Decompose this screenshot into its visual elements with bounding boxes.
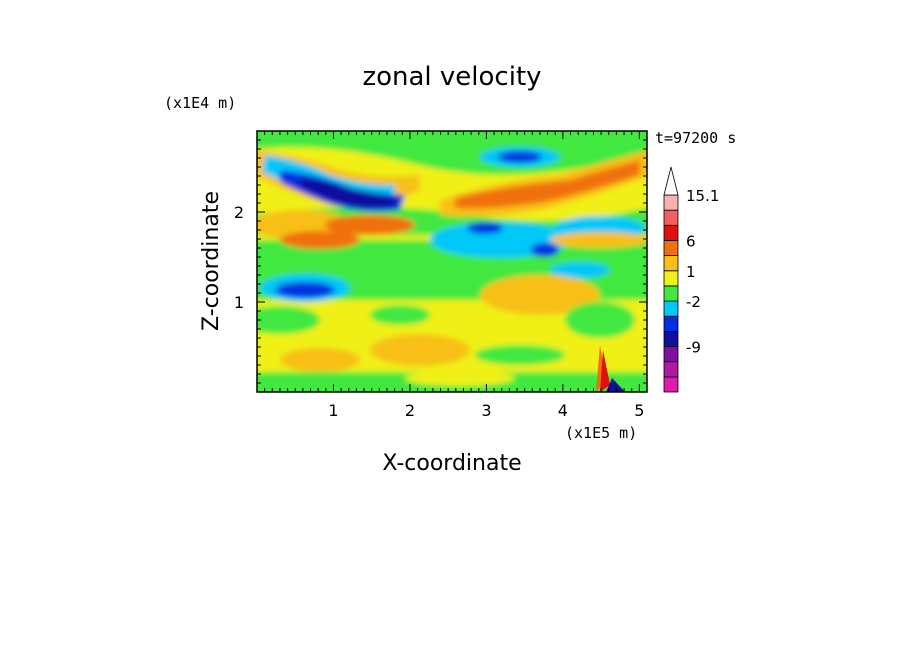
x-axis-label: X-coordinate [382, 451, 521, 476]
velocity-field [257, 131, 647, 392]
x-tick-label: 4 [558, 401, 568, 420]
colorbar-swatch [663, 346, 679, 363]
tick-labels: 1 2 3 4 5 1 2 [234, 203, 645, 420]
colorbar-swatch [663, 361, 679, 378]
y-unit-label: (x1E4 m) [164, 94, 236, 112]
chart-title: zonal velocity [362, 62, 541, 92]
plot-frame [256, 130, 648, 393]
x-tick-label: 2 [405, 401, 415, 420]
colorbar-label: 6 [686, 232, 696, 250]
y-axis-label: Z-coordinate [199, 191, 224, 331]
colorbar-swatch [663, 315, 679, 332]
colorbar-swatch [663, 209, 679, 226]
colorbar-swatch [663, 330, 679, 347]
colorbar-swatch [663, 300, 679, 317]
colorbar-swatch [663, 194, 679, 211]
y-tick-label: 1 [234, 293, 244, 312]
colorbar-overflow-arrow [663, 166, 679, 196]
colorbar-label: -2 [686, 293, 701, 311]
colorbar-swatch [663, 270, 679, 287]
x-unit-label: (x1E5 m) [565, 424, 637, 442]
axis-ticks [257, 131, 648, 392]
x-tick-label: 1 [328, 401, 338, 420]
colorbar-swatch [663, 376, 679, 393]
colorbar-label: 15.1 [686, 187, 719, 205]
y-tick-label: 2 [234, 203, 244, 222]
colorbar: -9 -2 1 6 15.1 [663, 166, 719, 393]
colorbar-label: 1 [686, 263, 696, 281]
colorbar-label: -9 [686, 339, 701, 357]
time-label: t=97200 s [655, 129, 736, 147]
x-tick-label: 5 [634, 401, 644, 420]
colorbar-swatch [663, 240, 679, 257]
colorbar-swatch [663, 255, 679, 272]
colorbar-swatch [663, 224, 679, 241]
colorbar-swatch [663, 285, 679, 302]
x-tick-label: 3 [481, 401, 491, 420]
